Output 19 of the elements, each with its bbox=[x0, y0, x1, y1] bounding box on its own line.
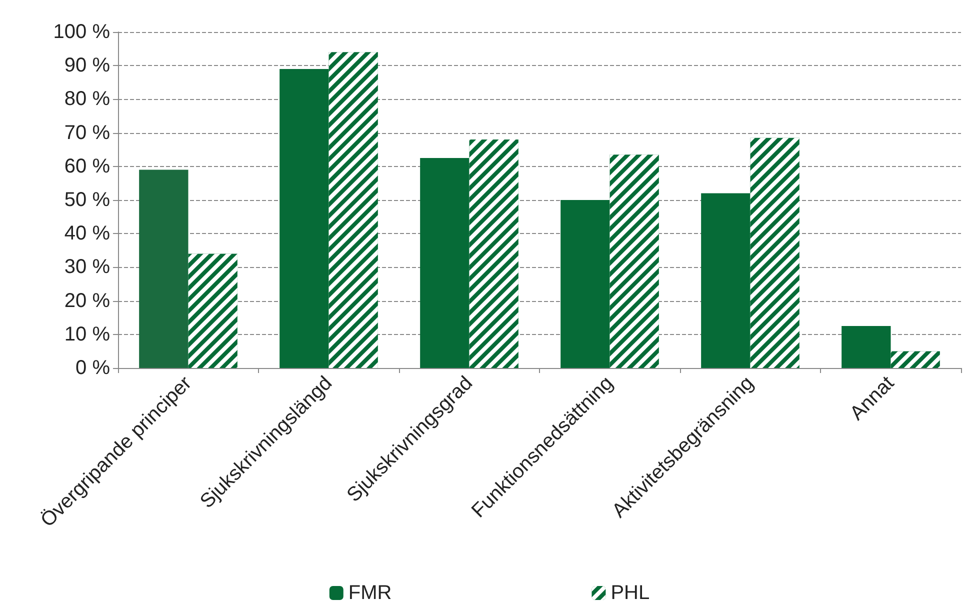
y-tick-label: 0 % bbox=[76, 357, 110, 379]
y-tick-label: 60 % bbox=[64, 155, 110, 178]
y-tick-label: 40 % bbox=[64, 222, 110, 245]
y-tick-label: 90 % bbox=[64, 54, 110, 77]
bar bbox=[280, 68, 329, 368]
y-tick-label: 80 % bbox=[64, 88, 110, 110]
bar bbox=[560, 200, 610, 368]
bar bbox=[701, 193, 750, 368]
bar bbox=[420, 158, 470, 368]
bar bbox=[139, 170, 188, 368]
y-tick-label: 50 % bbox=[64, 189, 110, 211]
y-tick-label: 100 % bbox=[53, 21, 110, 43]
legend-label: FMR bbox=[348, 582, 392, 604]
y-tick-label: 70 % bbox=[64, 122, 110, 144]
legend-label: PHL bbox=[610, 582, 650, 604]
y-tick-label: 10 % bbox=[64, 323, 110, 346]
y-tick-label: 30 % bbox=[64, 256, 110, 278]
y-tick-label: 20 % bbox=[64, 290, 110, 312]
bar bbox=[842, 326, 891, 368]
